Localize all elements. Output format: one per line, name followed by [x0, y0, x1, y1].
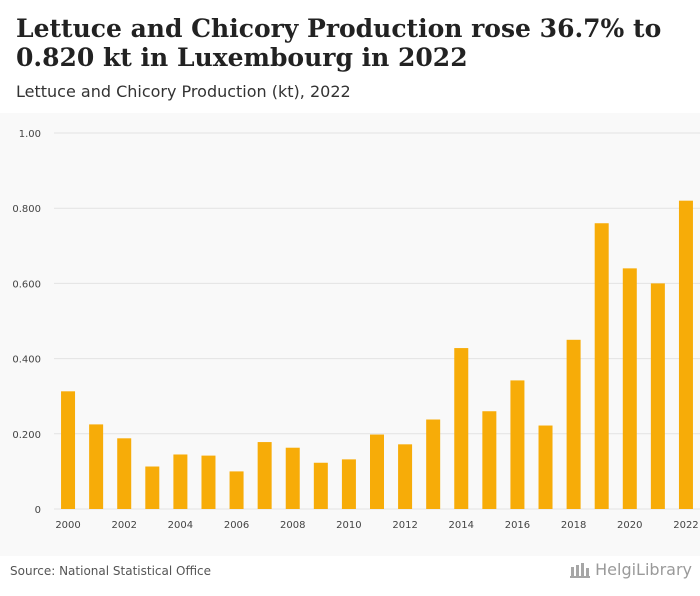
- bar: [229, 471, 244, 509]
- x-tick-label: 2008: [280, 520, 305, 531]
- x-tick-label: 2020: [617, 520, 642, 531]
- bar: [622, 268, 637, 509]
- bar: [398, 444, 413, 509]
- header: Lettuce and Chicory Production rose 36.7…: [0, 0, 700, 113]
- y-tick-label: 0: [35, 505, 41, 516]
- bar: [257, 442, 272, 509]
- bar: [341, 459, 356, 509]
- x-tick-label: 2004: [168, 520, 193, 531]
- bar: [173, 454, 188, 509]
- bar: [538, 425, 553, 509]
- bar: [454, 348, 469, 509]
- source-note: Source: National Statistical Office: [10, 564, 212, 578]
- x-tick-label: 2018: [561, 520, 586, 531]
- bar: [426, 419, 441, 509]
- bar: [145, 466, 160, 509]
- bar-chart: 0 0.200 0.400 0.600 0.800 1.00 2000 2002 2004 200…: [12, 129, 700, 531]
- bar: [650, 283, 665, 509]
- x-tick-label: 2002: [111, 520, 136, 531]
- x-tick-label: 2010: [336, 520, 361, 531]
- bar: [61, 391, 76, 509]
- x-tick-label: 2022: [673, 520, 698, 531]
- x-tick-label: 2012: [392, 520, 417, 531]
- y-tick-label: 0.800: [12, 204, 41, 215]
- y-tick-label: 0.200: [12, 430, 41, 441]
- bar: [285, 447, 300, 509]
- chart-subtitle: Lettuce and Chicory Production (kt), 202…: [16, 82, 351, 101]
- bar: [678, 200, 693, 509]
- chart-title: Lettuce and Chicory Production rose 36.7…: [16, 14, 662, 72]
- bar: [370, 434, 384, 509]
- y-tick-label: 1.00: [19, 129, 41, 140]
- bar: [482, 411, 497, 509]
- helgi-library-logo[interactable]: HelgiLibrary: [569, 560, 692, 579]
- bar: [201, 455, 216, 509]
- bar: [89, 424, 104, 509]
- y-tick-label: 0.600: [12, 279, 41, 290]
- x-tick-label: 2000: [55, 520, 80, 531]
- x-tick-label: 2014: [449, 520, 474, 531]
- bar: [117, 438, 132, 509]
- bar: [510, 380, 525, 509]
- bar: [594, 223, 609, 510]
- x-tick-label: 2006: [224, 520, 249, 531]
- x-tick-label: 2016: [505, 520, 530, 531]
- bar: [313, 462, 328, 509]
- logo-text: HelgiLibrary: [595, 560, 692, 579]
- y-tick-label: 0.400: [12, 355, 41, 366]
- bar: [566, 339, 581, 509]
- library-building-icon: [570, 562, 591, 578]
